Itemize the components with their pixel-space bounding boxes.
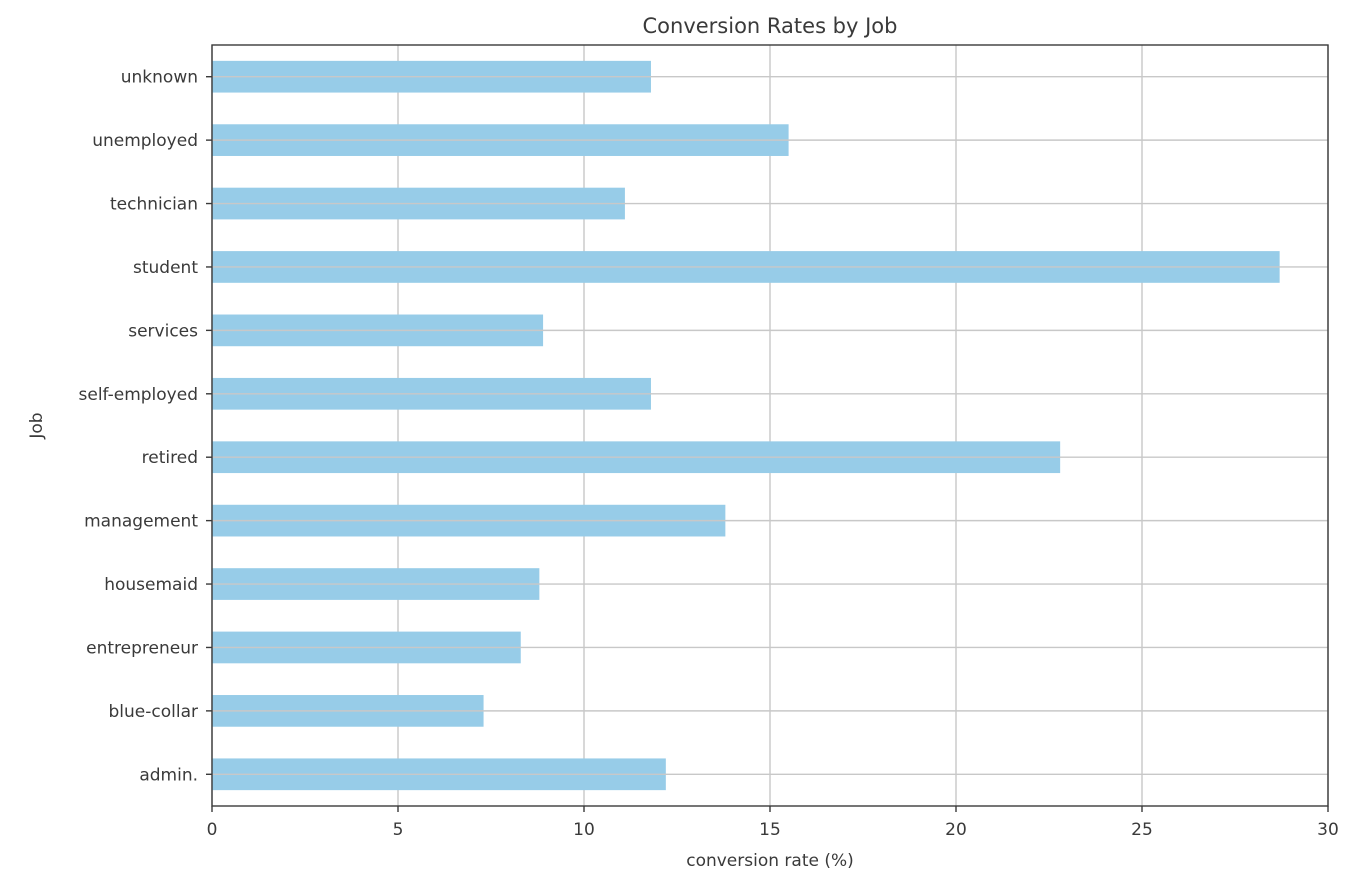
chart-title: Conversion Rates by Job [643,14,898,38]
x-tick-label: 5 [393,820,404,840]
y-tick-label: unknown [121,68,198,88]
y-tick-label: self-employed [79,385,198,405]
y-tick-label: blue-collar [109,702,198,722]
x-tick-label: 0 [207,820,218,840]
x-tick-label: 20 [945,820,967,840]
y-tick-label: student [133,258,198,278]
x-tick-label: 10 [573,820,595,840]
y-axis-label: Job [27,412,47,439]
y-tick-label: services [128,321,198,341]
x-tick-label: 25 [1131,820,1153,840]
ticks-layer: 0 5 10 15 20 25 30 admin. blue-collar entrepreneu… [79,68,1339,840]
y-tick-label: retired [142,448,198,468]
x-tick-label: 15 [759,820,781,840]
horizontal-grid-layer [212,76,1328,775]
y-tick-label: technician [110,195,198,215]
y-tick-label: management [84,512,198,532]
bars-layer [212,60,1280,791]
y-tick-label: unemployed [92,131,198,151]
y-tick-label: entrepreneur [86,638,198,658]
x-axis-label: conversion rate (%) [686,851,854,871]
grid-layer [211,45,1329,806]
x-tick-label: 30 [1317,820,1339,840]
y-tick-label: housemaid [104,575,198,595]
y-tick-label: admin. [139,765,198,785]
